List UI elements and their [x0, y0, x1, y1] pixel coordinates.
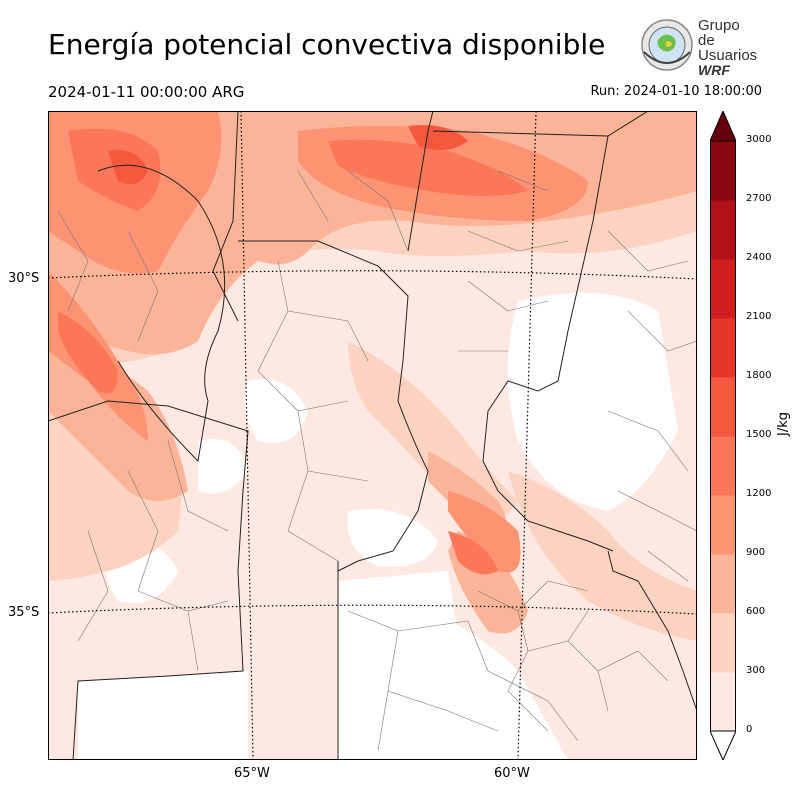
colorbar-tick-label: 1800 [746, 370, 772, 381]
colorbar-over-triangle [710, 111, 736, 142]
colorbar-tick-label: 2700 [746, 193, 772, 204]
colorbar [710, 111, 736, 760]
colorbar-tick-label: 0 [746, 724, 753, 735]
logo-line1: Grupo de [698, 17, 740, 49]
colorbar-band [710, 141, 736, 201]
colorbar-tick-label: 2100 [746, 311, 772, 322]
valid-time: 2024-01-11 00:00:00 ARG [48, 83, 245, 101]
logo-line3: WRF [698, 62, 730, 78]
colorbar-tick-label: 600 [746, 606, 766, 617]
colorbar-units: J/kg [776, 412, 791, 436]
admin-boundaries [48, 111, 697, 760]
colorbar-tick-label: 2400 [746, 252, 772, 263]
cape-map [48, 111, 697, 760]
colorbar-band [710, 613, 736, 673]
lon-label-60w: 60°W [494, 766, 530, 781]
wrf-logo: Grupo de Usuarios WRF [640, 17, 760, 78]
globe-icon [641, 19, 693, 71]
cape-fill [48, 111, 697, 760]
colorbar-band [710, 554, 736, 614]
lat-label-30s: 30°S [8, 271, 40, 286]
colorbar-under-triangle [710, 730, 736, 760]
lat-label-35s: 35°S [8, 605, 40, 620]
colorbar-tick-label: 300 [746, 665, 766, 676]
colorbar-band [710, 436, 736, 496]
colorbar-tick-label: 1500 [746, 429, 772, 440]
colorbar-band [710, 259, 736, 319]
colorbar-band [710, 672, 736, 732]
colorbar-tick-label: 900 [746, 547, 766, 558]
run-time: Run: 2024-01-10 18:00:00 [590, 84, 762, 99]
colorbar-tick-label: 1200 [746, 488, 772, 499]
lon-label-65w: 65°W [234, 766, 270, 781]
colorbar-band [710, 200, 736, 260]
colorbar-band [710, 495, 736, 555]
map-title: Energía potencial convectiva disponible [48, 28, 606, 61]
colorbar-frame [710, 140, 736, 732]
logo-line2: Usuarios [698, 47, 758, 64]
colorbar-band [710, 318, 736, 378]
colorbar-tick-label: 3000 [746, 134, 772, 145]
colorbar-band [710, 377, 736, 437]
map-frame [48, 111, 697, 760]
